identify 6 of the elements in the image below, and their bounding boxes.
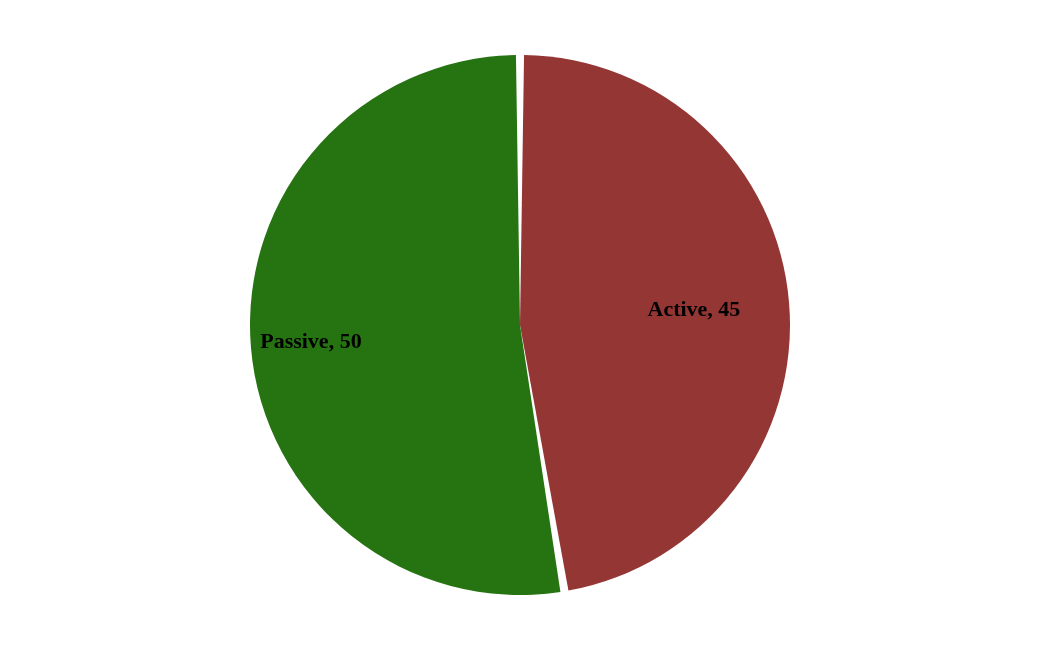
pie-slice xyxy=(520,55,790,591)
data-label: , 45 xyxy=(707,296,741,322)
slice-label: Passive xyxy=(260,327,329,353)
data-label: , 50 xyxy=(328,327,362,353)
slice-label: Active xyxy=(647,296,708,322)
pie-slice xyxy=(250,55,561,595)
